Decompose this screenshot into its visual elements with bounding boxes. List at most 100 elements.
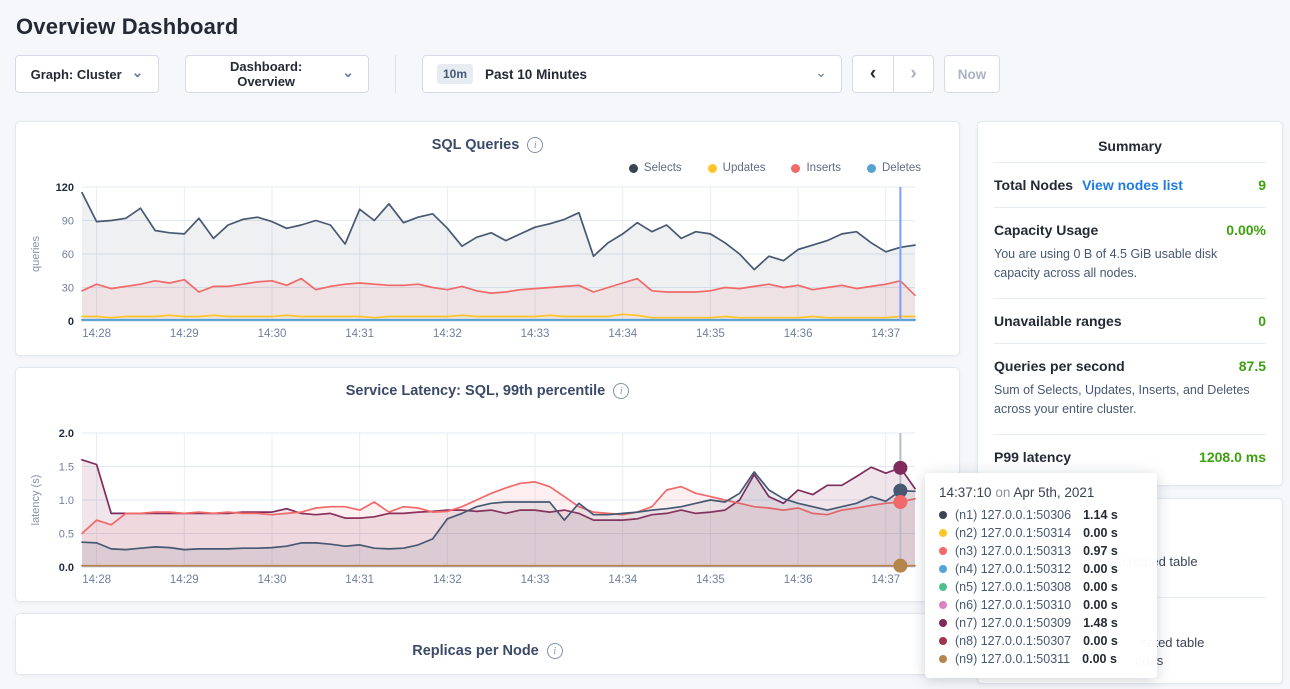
info-icon[interactable]: i: [527, 137, 544, 153]
node-label: (n6) 127.0.0.1:50310: [955, 598, 1072, 612]
node-label: (n3) 127.0.0.1:50313: [955, 544, 1072, 558]
chart-legend: Selects Updates Inserts Deletes: [26, 158, 949, 178]
sql-queries-card: SQL Queries i Selects Updates Inserts: [15, 121, 960, 356]
now-button[interactable]: Now: [944, 55, 1000, 93]
summary-value: 0: [1258, 312, 1266, 329]
svg-text:14:36: 14:36: [784, 574, 813, 586]
node-dot: [939, 601, 947, 609]
svg-text:120: 120: [56, 182, 74, 194]
tooltip-row-n6: (n6) 127.0.0.1:50310 0.00 s: [939, 596, 1143, 614]
node-dot: [939, 529, 947, 537]
svg-text:90: 90: [62, 216, 74, 228]
dashboard-dropdown[interactable]: Dashboard: Overview ⌄: [185, 55, 369, 93]
summary-row-qps: Queries per second 87.5 Sum of Selects, …: [994, 342, 1266, 434]
svg-text:60: 60: [62, 249, 74, 261]
summary-card: Summary Total Nodes View nodes list 9 Ca…: [977, 121, 1283, 486]
svg-text:14:32: 14:32: [433, 574, 462, 586]
sql-queries-chart[interactable]: 14:28 14:29 14:30 14:31 14:32 14:33 14:34 14:35…: [26, 178, 941, 344]
tooltip-connector: on: [995, 485, 1011, 500]
view-nodes-link[interactable]: View nodes list: [1082, 177, 1183, 193]
tooltip-time: 14:37:10: [939, 485, 992, 500]
event-text: eated table: [1140, 635, 1205, 651]
time-nav-group: ‹ ›: [852, 55, 934, 93]
summary-value: 9: [1258, 177, 1266, 193]
svg-text:14:37: 14:37: [871, 328, 900, 340]
svg-text:1.5: 1.5: [59, 462, 74, 474]
node-value: 0.00 s: [1083, 634, 1118, 648]
legend-dot: [707, 163, 717, 173]
svg-text:2.0: 2.0: [59, 428, 74, 440]
summary-row-unavailable: Unavailable ranges 0: [994, 297, 1266, 343]
svg-text:14:34: 14:34: [608, 574, 637, 586]
summary-row-capacity: Capacity Usage 0.00% You are using 0 B o…: [994, 207, 1266, 298]
latency-card: Service Latency: SQL, 99th percentile i …: [15, 367, 960, 602]
time-forward-button[interactable]: ›: [893, 56, 933, 92]
legend-label: Inserts: [806, 162, 841, 174]
svg-text:14:28: 14:28: [82, 574, 111, 586]
node-label: (n5) 127.0.0.1:50308: [955, 580, 1072, 594]
node-dot: [939, 565, 947, 573]
info-icon[interactable]: i: [613, 383, 630, 399]
summary-description: Sum of Selects, Updates, Inserts, and De…: [994, 382, 1250, 417]
toolbar: Graph: Cluster ⌄ Dashboard: Overview ⌄ 1…: [15, 55, 1283, 93]
node-value: 0.00 s: [1082, 652, 1117, 666]
svg-text:14:36: 14:36: [784, 328, 813, 340]
tooltip-row-n5: (n5) 127.0.0.1:50308 0.00 s: [939, 578, 1143, 596]
tooltip-row-n9: (n9) 127.0.0.1:50311 0.00 s: [939, 650, 1143, 668]
legend-label: Updates: [722, 162, 766, 174]
dashboard-dropdown-label: Dashboard: Overview: [230, 59, 303, 89]
summary-label: P99 latency: [994, 448, 1072, 465]
chart-title: Service Latency: SQL, 99th percentile: [345, 383, 606, 399]
replicas-card: Replicas per Node i: [15, 613, 960, 675]
svg-text:30: 30: [62, 283, 74, 295]
node-dot: [939, 655, 947, 663]
node-dot: [939, 511, 947, 519]
tooltip-row-n7: (n7) 127.0.0.1:50309 1.48 s: [939, 614, 1143, 632]
legend-item-deletes[interactable]: Deletes: [867, 162, 921, 174]
chart-title-row: Replicas per Node i: [26, 638, 949, 664]
time-range-picker[interactable]: 10m Past 10 Minutes ⌄: [422, 55, 842, 93]
node-dot: [939, 547, 947, 555]
svg-text:14:31: 14:31: [345, 328, 374, 340]
svg-text:0.0: 0.0: [59, 562, 74, 574]
legend-label: Deletes: [882, 162, 921, 174]
legend-item-updates[interactable]: Updates: [707, 162, 766, 174]
legend-item-selects[interactable]: Selects: [628, 162, 682, 174]
time-back-button[interactable]: ‹: [853, 56, 893, 92]
node-value: 1.14 s: [1083, 508, 1118, 522]
svg-text:14:30: 14:30: [258, 574, 287, 586]
node-label: (n9) 127.0.0.1:50311: [955, 652, 1071, 666]
summary-description: You are using 0 B of 4.5 GiB usable disk…: [994, 247, 1218, 281]
svg-text:14:28: 14:28: [82, 328, 111, 340]
node-dot: [939, 583, 947, 591]
latency-chart[interactable]: 14:28 14:29 14:30 14:31 14:32 14:33 14:34 14:35…: [26, 424, 941, 590]
graph-dropdown[interactable]: Graph: Cluster ⌄: [15, 55, 159, 93]
tooltip-row-n2: (n2) 127.0.0.1:50314 0.00 s: [939, 524, 1143, 542]
summary-row-p99: P99 latency 1208.0 ms: [994, 433, 1266, 479]
time-range-badge: 10m: [437, 64, 474, 84]
svg-text:1.0: 1.0: [59, 495, 74, 507]
chart-title: SQL Queries: [431, 137, 520, 153]
tooltip-header: 14:37:10 on Apr 5th, 2021: [939, 485, 1143, 500]
legend-spacer: [26, 404, 949, 424]
node-value: 0.00 s: [1083, 598, 1118, 612]
node-label: (n4) 127.0.0.1:50312: [955, 562, 1072, 576]
legend-item-inserts[interactable]: Inserts: [791, 162, 841, 174]
node-label: (n2) 127.0.0.1:50314: [955, 526, 1072, 540]
svg-text:0: 0: [68, 316, 74, 328]
chevron-down-icon: ⌄: [815, 64, 827, 80]
info-icon[interactable]: i: [546, 643, 563, 659]
page-title: Overview Dashboard: [16, 14, 239, 39]
svg-text:14:31: 14:31: [345, 574, 374, 586]
node-value: 0.00 s: [1083, 562, 1118, 576]
node-label: (n8) 127.0.0.1:50307: [955, 634, 1072, 648]
svg-text:14:29: 14:29: [170, 328, 199, 340]
tooltip-date: Apr 5th, 2021: [1013, 485, 1095, 500]
svg-text:14:29: 14:29: [170, 574, 199, 586]
tooltip-row-n4: (n4) 127.0.0.1:50312 0.00 s: [939, 560, 1143, 578]
chart-tooltip: 14:37:10 on Apr 5th, 2021 (n1) 127.0.0.1…: [925, 473, 1157, 678]
chevron-down-icon: ⌄: [131, 64, 144, 80]
charts-column: SQL Queries i Selects Updates Inserts: [15, 121, 960, 675]
tooltip-row-n1: (n1) 127.0.0.1:50306 1.14 s: [939, 506, 1143, 524]
graph-dropdown-label: Graph: Cluster: [30, 66, 122, 82]
